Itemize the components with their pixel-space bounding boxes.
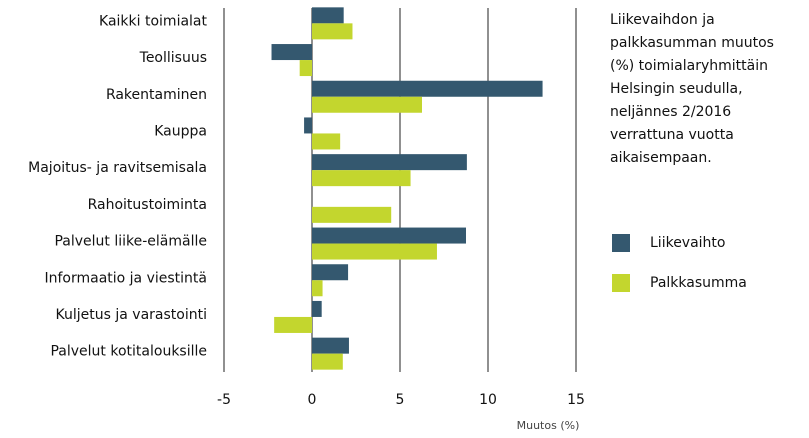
- x-tick-label: 15: [567, 392, 585, 408]
- bar: [312, 280, 323, 297]
- legend-label: Palkkasumma: [650, 275, 747, 291]
- y-tick-label: Kaikki toimialat: [99, 13, 207, 29]
- legend-swatch: [612, 234, 630, 252]
- bar: [312, 133, 341, 150]
- bar: [312, 7, 344, 24]
- annotation: Liikevaihdon ja: [610, 12, 715, 28]
- annotation: neljännes 2/2016: [610, 104, 731, 120]
- bar: [312, 80, 543, 97]
- legend-label: Liikevaihto: [650, 235, 725, 251]
- bar: [312, 154, 467, 171]
- bar: [312, 23, 353, 40]
- bar: [299, 60, 312, 77]
- bar: [304, 117, 312, 134]
- y-tick-label: Teollisuus: [139, 50, 207, 66]
- bar: [312, 96, 422, 113]
- bar: [312, 227, 466, 244]
- y-tick-label: Rakentaminen: [106, 87, 207, 103]
- annotation: Helsingin seudulla,: [610, 81, 743, 97]
- x-tick-label: 5: [396, 392, 405, 408]
- x-tick-label: 10: [479, 392, 497, 408]
- y-tick-label: Majoitus- ja ravitsemisala: [28, 160, 207, 176]
- bar: [271, 44, 312, 61]
- annotation: aikaisempaan.: [610, 150, 712, 166]
- y-tick-label: Informaatio ja viestintä: [44, 270, 207, 286]
- y-tick-label: Palvelut kotitalouksille: [50, 344, 207, 360]
- y-tick-label: Kuljetus ja varastointi: [56, 307, 207, 323]
- y-tick-label: Rahoitustoiminta: [88, 197, 207, 213]
- bar: [312, 337, 349, 354]
- legend-swatch: [612, 274, 630, 292]
- bar: [312, 206, 392, 223]
- bar: [312, 243, 437, 260]
- x-axis-label: Muutos (%): [517, 419, 580, 432]
- bar: [312, 353, 343, 370]
- x-tick-label: 0: [308, 392, 317, 408]
- annotation: (%) toimialaryhmittäin: [610, 58, 768, 74]
- bar: [312, 264, 349, 281]
- bar: [274, 316, 312, 333]
- y-tick-label: Kauppa: [154, 123, 207, 139]
- bar: [312, 170, 411, 187]
- bar: [312, 300, 322, 317]
- annotation: palkkasumman muutos: [610, 35, 774, 51]
- x-tick-label: -5: [217, 392, 231, 408]
- y-tick-label: Palvelut liike-elämälle: [54, 234, 207, 250]
- annotation: verrattuna vuotta: [610, 127, 734, 143]
